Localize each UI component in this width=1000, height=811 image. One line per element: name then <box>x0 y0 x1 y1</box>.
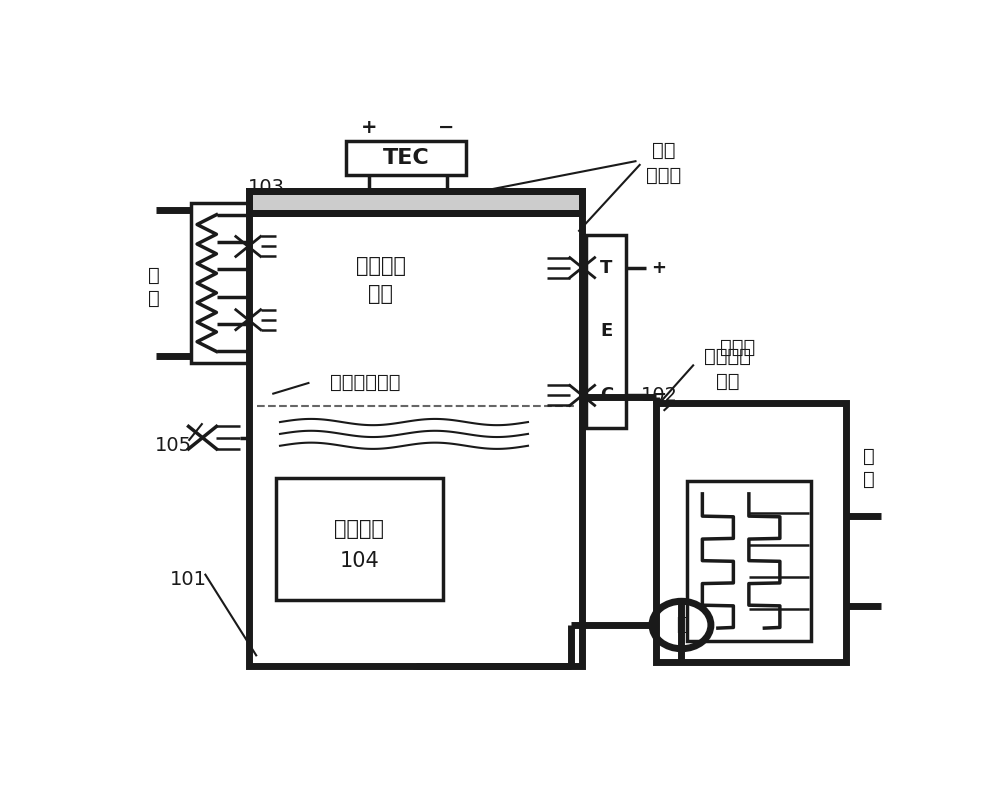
Text: 源: 源 <box>148 289 160 308</box>
Text: 105: 105 <box>154 436 192 455</box>
Text: 冷却介质: 冷却介质 <box>704 347 751 366</box>
Text: 源: 源 <box>863 470 875 489</box>
Text: 102: 102 <box>641 386 678 405</box>
Bar <box>346 141 466 175</box>
Bar <box>687 482 811 641</box>
Text: 101: 101 <box>170 570 207 589</box>
Text: 散热片: 散热片 <box>646 166 681 185</box>
Text: 液态冷却介质: 液态冷却介质 <box>330 373 400 393</box>
Text: −: − <box>651 386 667 405</box>
Bar <box>656 403 846 663</box>
Text: 泵: 泵 <box>676 616 687 634</box>
Text: +: + <box>361 118 377 137</box>
Text: 冷: 冷 <box>863 447 875 466</box>
Text: 电子设备: 电子设备 <box>334 519 384 539</box>
Bar <box>249 191 582 212</box>
Text: −: − <box>438 118 455 137</box>
Bar <box>249 191 582 212</box>
Text: 换热器: 换热器 <box>720 337 755 357</box>
Text: 液面: 液面 <box>716 372 740 391</box>
Text: TEC: TEC <box>383 148 429 168</box>
Text: 103: 103 <box>248 178 285 197</box>
Text: 风扇: 风扇 <box>652 141 675 160</box>
Text: 气态冷却: 气态冷却 <box>356 256 406 276</box>
Text: T: T <box>600 259 612 277</box>
Text: 104: 104 <box>340 551 379 571</box>
Text: 冷: 冷 <box>148 266 160 285</box>
Bar <box>191 204 249 363</box>
Text: E: E <box>600 323 612 341</box>
Bar <box>276 478 443 600</box>
Bar <box>249 191 582 666</box>
Text: 介质: 介质 <box>368 284 393 304</box>
Text: +: + <box>651 259 666 277</box>
Text: C: C <box>600 386 613 405</box>
Bar <box>586 234 626 428</box>
